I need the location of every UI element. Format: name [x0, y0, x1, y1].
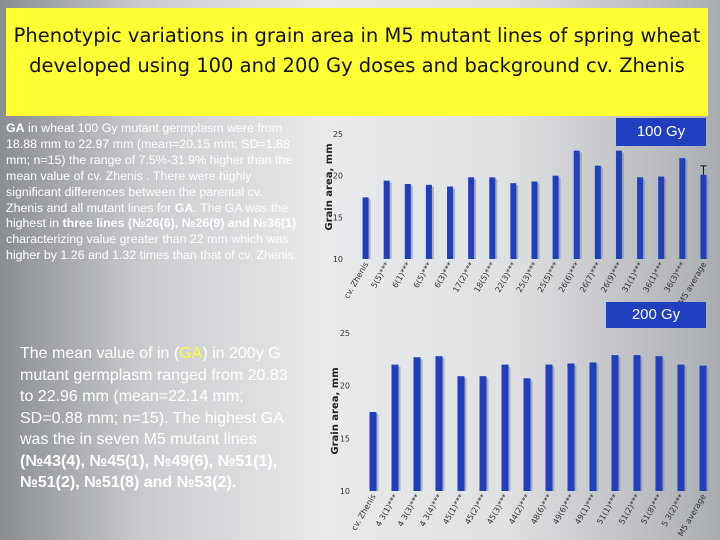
dose-tag-100gy: 100 Gy — [616, 118, 706, 146]
bar — [489, 177, 496, 259]
bar — [677, 364, 685, 491]
x-tick-label: 51(2)*** — [617, 493, 642, 527]
y-axis-label: Grain area, mm — [330, 367, 341, 454]
bar — [594, 165, 601, 259]
bar — [567, 363, 575, 491]
bar — [573, 150, 580, 259]
x-tick-label: 48(6)*** — [529, 493, 554, 527]
bar — [679, 158, 686, 259]
y-axis-label: Grain area, mm — [324, 143, 335, 230]
bar — [362, 197, 369, 259]
y-tick-label: 15 — [340, 434, 350, 443]
bar — [589, 362, 597, 491]
bar — [369, 412, 377, 491]
bar — [425, 184, 432, 259]
bar — [447, 186, 454, 259]
y-tick-label: 20 — [340, 382, 350, 391]
bar — [611, 355, 619, 491]
x-tick-label: 6(5)*** — [412, 261, 434, 290]
y-tick-label: 25 — [340, 329, 350, 338]
y-tick-label: 25 — [333, 130, 343, 139]
x-tick-label: 44(2)*** — [507, 493, 532, 527]
bar — [510, 183, 517, 259]
bar — [658, 176, 665, 259]
y-tick-label: 10 — [333, 255, 343, 264]
text-200gy-highlight: (№43(4), №45(1), №49(6), №51(1), №51(2),… — [20, 452, 278, 492]
text-200gy: The mean value of in (GA) in 200y G muta… — [20, 343, 303, 494]
page-title: Phenotypic variations in grain area in M… — [13, 24, 701, 77]
x-tick-label: 6(1)*** — [391, 261, 413, 290]
text-100gy-ga: GA — [6, 121, 25, 135]
y-tick-label: 10 — [340, 487, 350, 496]
bar — [552, 175, 559, 259]
text-200gy-body: The mean value of in ( — [20, 345, 180, 362]
bar — [637, 177, 644, 259]
x-tick-label: 49(1)*** — [573, 493, 598, 527]
y-tick-label: 15 — [333, 213, 343, 222]
bar — [468, 177, 475, 259]
bar — [479, 376, 487, 491]
bar — [457, 376, 465, 491]
bar — [404, 184, 411, 259]
bar — [391, 364, 399, 491]
bar — [655, 356, 663, 491]
x-tick-label: 45(3)*** — [485, 493, 510, 527]
x-tick-label: 45(2)*** — [463, 493, 488, 527]
text-100gy: GA in wheat 100 Gy mutant germplasm were… — [6, 121, 298, 264]
text-100gy-body: in wheat 100 Gy mutant germplasm were fr… — [6, 121, 293, 215]
x-tick-label: cv. Zhenis — [350, 493, 378, 533]
bar — [545, 364, 553, 491]
dose-tag-200gy: 200 Gy — [606, 302, 706, 328]
x-tick-label: 5(5)*** — [369, 261, 391, 290]
x-tick-label: cv. Zhenis — [342, 261, 370, 301]
x-tick-label: 49(6)*** — [551, 493, 576, 527]
bar — [700, 174, 707, 259]
text-200gy-body-2: ) in 200y G mutant germplasm ranged from… — [20, 345, 288, 448]
bar — [413, 357, 421, 491]
bar — [383, 180, 390, 259]
bar — [435, 356, 443, 491]
text-100gy-highlight: three lines (№26(6), №26(9) and №36(1) — [62, 216, 297, 231]
x-tick-label: 45(1)*** — [441, 493, 466, 527]
bar — [501, 364, 509, 491]
text-200gy-ga: GA — [179, 345, 203, 362]
text-100gy-body-3: characterizing value greater than 22 mm … — [6, 232, 298, 263]
bar — [523, 378, 531, 491]
text-100gy-body-2: . The GA was the highest in — [6, 200, 289, 231]
x-tick-label: 51(1)*** — [595, 493, 620, 527]
text-100gy-ga-2: GA — [174, 200, 194, 215]
bar — [615, 150, 622, 259]
y-tick-label: 20 — [333, 172, 343, 181]
x-tick-label: 6(3)*** — [433, 261, 455, 290]
bar — [633, 355, 641, 491]
x-tick-label: 4 3(4)*** — [418, 493, 444, 529]
bar — [531, 181, 538, 259]
title-banner: Phenotypic variations in grain area in M… — [6, 8, 708, 116]
bar — [699, 365, 707, 491]
x-tick-label: 51(8)*** — [639, 493, 664, 527]
